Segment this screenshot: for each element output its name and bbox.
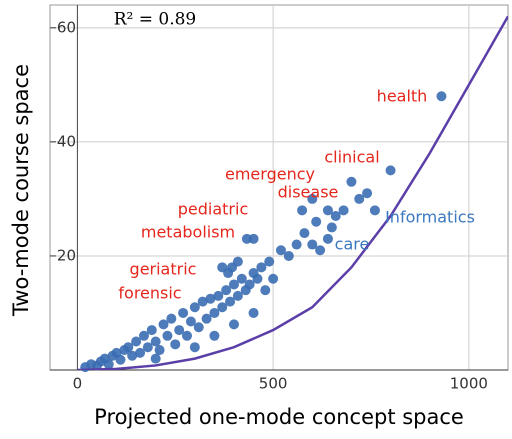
point bbox=[326, 222, 337, 233]
point-label: metabolism bbox=[141, 223, 235, 242]
point bbox=[268, 273, 279, 284]
fit-curve bbox=[77, 15, 508, 370]
point bbox=[150, 353, 161, 364]
point bbox=[241, 233, 252, 244]
point bbox=[307, 239, 318, 250]
point bbox=[225, 296, 236, 307]
point bbox=[322, 205, 333, 216]
point bbox=[193, 322, 204, 333]
point bbox=[162, 330, 173, 341]
point bbox=[232, 290, 243, 301]
point bbox=[135, 347, 146, 358]
point bbox=[170, 339, 181, 350]
x-tick-label: 0 bbox=[73, 375, 83, 393]
x-axis-title: Projected one-mode concept space bbox=[94, 405, 464, 429]
point bbox=[201, 313, 212, 324]
point-label: emergency bbox=[225, 165, 315, 184]
point-label: clinical bbox=[324, 148, 379, 167]
r-squared: R² = 0.89 bbox=[114, 10, 197, 30]
point bbox=[154, 345, 165, 356]
point bbox=[260, 285, 271, 296]
point bbox=[182, 330, 193, 341]
point bbox=[256, 262, 267, 273]
point bbox=[248, 307, 259, 318]
x-tick-label: 1000 bbox=[450, 375, 488, 393]
point bbox=[205, 293, 216, 304]
point bbox=[166, 313, 177, 324]
point bbox=[236, 273, 247, 284]
point bbox=[330, 211, 341, 222]
point bbox=[142, 342, 153, 353]
point bbox=[150, 336, 161, 347]
point bbox=[385, 165, 396, 176]
point bbox=[354, 193, 365, 204]
point bbox=[338, 205, 349, 216]
point bbox=[369, 205, 380, 216]
point bbox=[213, 290, 224, 301]
point bbox=[115, 354, 126, 365]
point bbox=[436, 91, 447, 102]
point bbox=[307, 193, 318, 204]
point bbox=[217, 302, 228, 313]
point bbox=[244, 279, 255, 290]
point bbox=[131, 336, 142, 347]
point bbox=[283, 250, 294, 261]
point bbox=[291, 239, 302, 250]
point bbox=[228, 319, 239, 330]
point bbox=[362, 188, 373, 199]
point bbox=[138, 330, 149, 341]
point bbox=[123, 342, 134, 353]
point bbox=[297, 205, 308, 216]
y-tick-label: 60 bbox=[57, 18, 76, 36]
point bbox=[174, 325, 185, 336]
point bbox=[189, 302, 200, 313]
point bbox=[197, 296, 208, 307]
point-label: Informatics bbox=[385, 208, 475, 227]
point bbox=[158, 319, 169, 330]
point bbox=[252, 273, 263, 284]
point bbox=[209, 330, 220, 341]
point-label: care bbox=[335, 235, 370, 254]
point bbox=[185, 316, 196, 327]
point bbox=[346, 176, 357, 187]
point bbox=[189, 342, 200, 353]
y-axis-title: Two-mode course space bbox=[9, 64, 33, 317]
point bbox=[232, 256, 243, 267]
point bbox=[178, 307, 189, 318]
point bbox=[127, 350, 138, 361]
point bbox=[322, 233, 333, 244]
y-tick-label: 20 bbox=[57, 246, 76, 264]
point bbox=[209, 307, 220, 318]
point-label: forensic bbox=[118, 284, 181, 303]
point bbox=[275, 245, 286, 256]
point bbox=[146, 325, 157, 336]
point bbox=[315, 245, 326, 256]
point bbox=[103, 359, 114, 370]
point bbox=[264, 256, 275, 267]
point bbox=[311, 216, 322, 227]
point-label: disease bbox=[278, 183, 339, 202]
point-label: health bbox=[377, 87, 428, 106]
x-tick-label: 500 bbox=[259, 375, 288, 393]
point bbox=[221, 285, 232, 296]
point-label: pediatric bbox=[178, 200, 249, 219]
point bbox=[228, 279, 239, 290]
point bbox=[299, 228, 310, 239]
y-tick-label: 40 bbox=[57, 132, 76, 150]
point-label: geriatric bbox=[130, 260, 197, 279]
